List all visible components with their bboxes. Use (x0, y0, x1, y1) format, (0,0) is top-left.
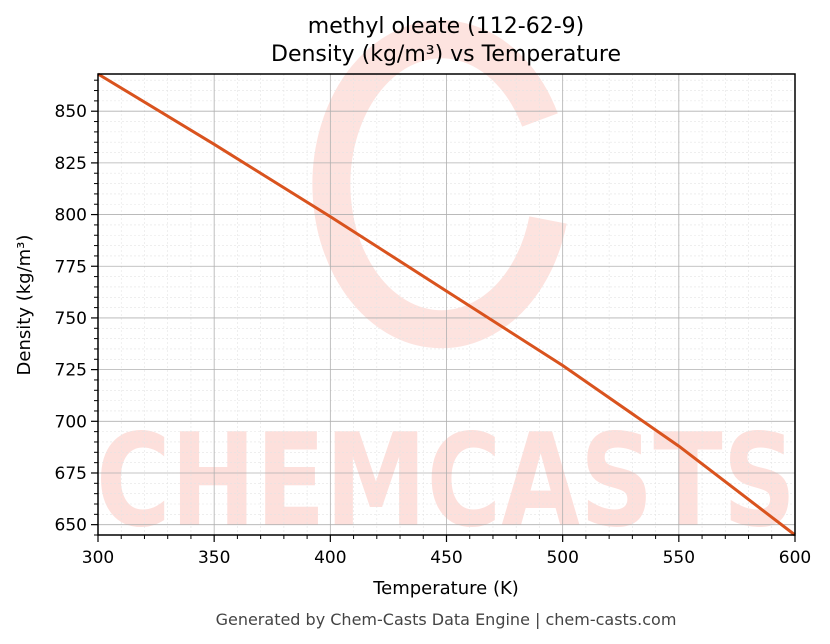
x-tick-label: 600 (779, 548, 811, 568)
y-tick-label: 700 (55, 412, 87, 432)
y-tick-label: 775 (55, 257, 87, 277)
y-tick-label: 675 (55, 464, 87, 484)
chart-title-line1: methyl oleate (112-62-9) (308, 14, 584, 39)
ticks: 300 350 400 450 500 550 600 650 675 700 725 750 775 8… (55, 79, 811, 568)
y-tick-label: 825 (55, 154, 87, 174)
watermark: CHEMCASTS (96, 20, 796, 556)
watermark-logo-arc (312, 20, 567, 349)
y-tick-label: 725 (55, 361, 87, 381)
x-tick-label: 400 (314, 548, 346, 568)
x-tick-label: 500 (546, 548, 578, 568)
density-series-line (97, 72, 796, 537)
x-tick-label: 550 (663, 548, 695, 568)
series-layer (97, 72, 796, 537)
y-tick-label: 650 (55, 516, 87, 536)
watermark-text: CHEMCASTS (96, 407, 796, 556)
footer-credit: Generated by Chem-Casts Data Engine | ch… (216, 610, 677, 629)
y-tick-label: 750 (55, 309, 87, 329)
y-tick-label: 800 (55, 206, 87, 226)
x-tick-label: 300 (82, 548, 114, 568)
x-tick-label: 350 (198, 548, 230, 568)
x-tick-label: 450 (430, 548, 462, 568)
y-tick-label: 850 (55, 102, 87, 122)
y-axis-label: Density (kg/m³) (14, 235, 35, 376)
x-axis-label: Temperature (K) (372, 578, 519, 599)
chart-title-line2: Density (kg/m³) vs Temperature (271, 42, 621, 67)
